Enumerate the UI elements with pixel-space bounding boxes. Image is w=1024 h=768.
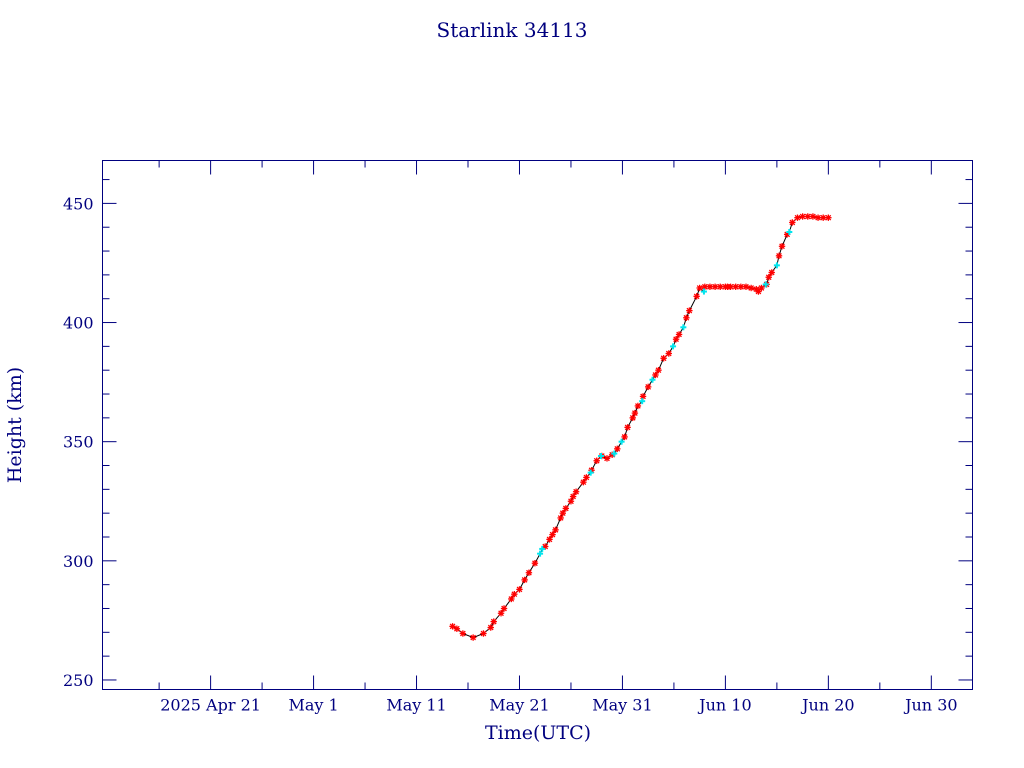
y-axis-label: Height (km) [4,367,26,483]
data-point [546,536,553,543]
data-point [639,393,647,400]
data-point [487,624,494,631]
x-tick-label: May 11 [386,696,446,715]
x-tick-label: Jun 20 [800,696,854,715]
data-point [789,219,796,226]
data-point [593,457,600,464]
y-tick-label: 450 [63,194,94,213]
plot-frame [102,160,973,690]
data-point [631,409,639,417]
data-point [786,228,793,235]
data-point [775,252,783,260]
data-point [683,314,690,321]
data-point [531,560,539,567]
y-tick-label: 400 [63,314,94,333]
data-point [680,324,687,331]
data-point [580,478,587,486]
x-tick-label: May 21 [489,696,549,715]
data-point [747,284,755,292]
data-point [621,433,628,441]
data-point [693,293,700,300]
data-point [660,355,667,362]
data-point [521,576,528,584]
y-tick-label: 350 [63,433,94,452]
x-tick-label: May 31 [592,696,652,715]
data-point [562,505,570,512]
data-point [552,526,559,534]
chart-title: Starlink 34113 [437,18,588,42]
data-point [480,630,487,637]
data-point [618,438,625,445]
data-point [652,371,659,379]
data-point [634,402,642,410]
data-point [814,214,822,221]
data-point [742,283,750,290]
data-point [603,455,611,462]
data-point [675,331,683,338]
data-point [778,243,786,250]
data-point [773,262,780,269]
x-tick-label: Jun 10 [697,696,751,715]
data-point [459,630,467,637]
data-point [655,366,662,374]
height-trend-line [452,216,829,639]
data-point [511,590,518,598]
data-point [765,274,772,281]
axis-ticks [102,160,973,690]
data-point [572,488,580,495]
data-point [809,213,817,220]
data-point [549,531,556,538]
data-point [539,545,546,552]
data-point [768,269,775,276]
y-tick-label: 250 [63,671,94,690]
x-axis-label: Time(UTC) [485,722,591,744]
data-point [453,625,461,632]
data-point [469,634,477,641]
data-point [670,343,677,350]
data-point [644,383,652,391]
data-point [794,214,801,221]
data-point [665,350,672,357]
data-point [516,586,523,593]
data-point [737,283,745,290]
data-point [611,450,618,457]
data-point [686,307,693,314]
data-point [825,214,832,221]
data-point [508,595,515,603]
data-point [497,610,505,617]
y-tick-label: 300 [63,552,94,571]
data-layer [449,213,832,641]
data-point [700,288,707,295]
data-point [762,281,769,288]
data-point [696,284,703,292]
data-point [672,336,680,343]
data-point [569,493,577,500]
data-point [490,618,497,625]
data-point [597,452,604,459]
x-tick-label: 2025 Apr 21 [160,696,261,715]
data-point [500,605,508,612]
data-point [587,469,594,476]
x-tick-label: May 1 [288,696,338,715]
data-point [758,284,765,292]
data-point [649,376,656,383]
axis-tick-labels: 250 300 350 400 450 2025 Apr 21 May 1 May 11 May… [63,194,958,714]
data-point [614,445,621,453]
data-point [559,509,567,517]
x-tick-label: Jun 30 [903,696,957,715]
data-point [525,569,533,576]
data-point [624,424,631,431]
data-point [639,398,646,405]
data-point [537,550,544,557]
data-point [583,474,590,481]
